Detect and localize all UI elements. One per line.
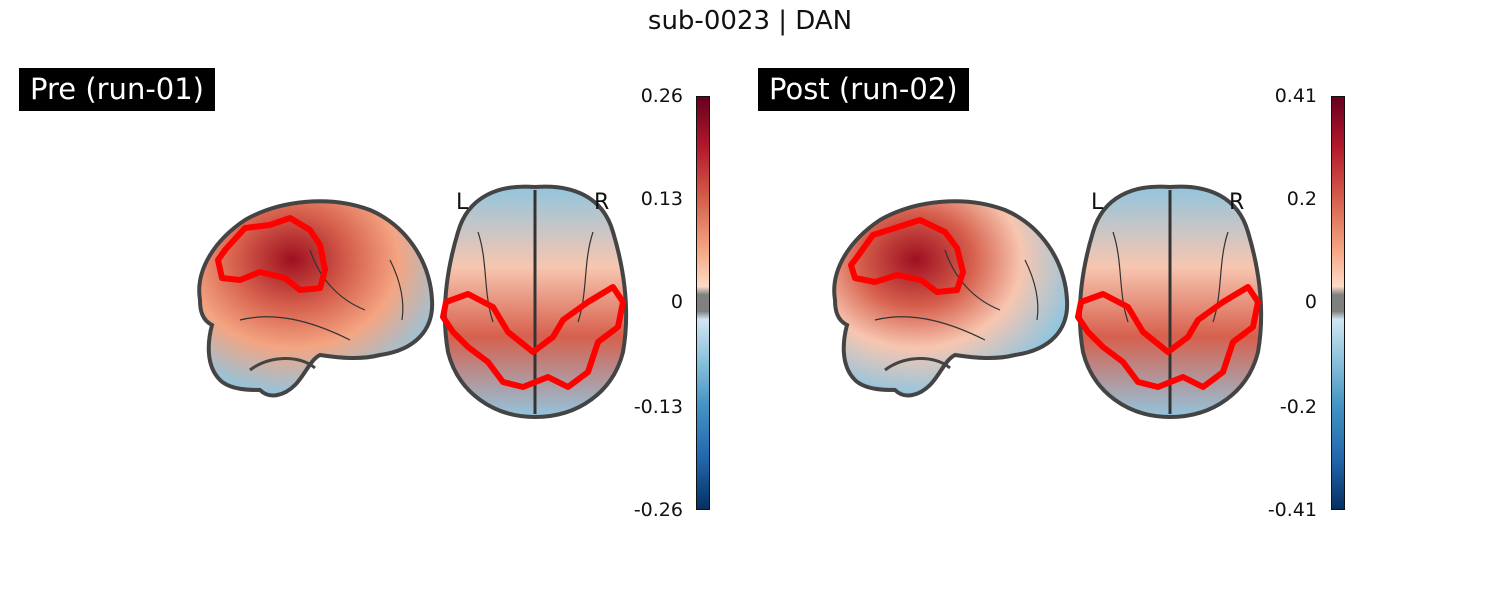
- colorbar-tick-mid-low: -0.2: [1279, 396, 1317, 418]
- colorbar-tick-zero: 0: [1304, 291, 1317, 313]
- left-orientation-label: L: [1091, 190, 1104, 215]
- colorbar-tick-max: 0.41: [1274, 85, 1317, 107]
- colorbar: [696, 96, 710, 510]
- roi-outline: [215, 215, 328, 293]
- colorbar: [1331, 96, 1345, 510]
- panel-label: Post (run-02): [758, 68, 969, 111]
- colorbar-tick-min: -0.26: [633, 499, 683, 521]
- colorbar-tick-mid-high: 0.2: [1286, 188, 1317, 210]
- roi-outline: [848, 217, 966, 295]
- roi-outline: [1075, 284, 1261, 390]
- panel-label: Pre (run-01): [19, 68, 215, 111]
- figure-title: sub-0023 | DAN: [647, 6, 853, 36]
- sagittal-brain-map: [197, 199, 435, 398]
- colorbar-tick-mid-high: 0.13: [640, 188, 683, 210]
- colorbar-tick-mid-low: -0.13: [633, 396, 683, 418]
- axial-brain-map: [1075, 184, 1264, 420]
- roi-outline: [440, 284, 626, 390]
- right-orientation-label: R: [594, 190, 610, 215]
- colorbar-tick-min: -0.41: [1267, 499, 1317, 521]
- sagittal-outline: [197, 199, 435, 398]
- colorbar-tick-max: 0.26: [640, 85, 683, 107]
- axial-brain-map: [440, 184, 629, 420]
- pre-panel: Pre (run-01): [19, 68, 710, 521]
- right-orientation-label: R: [1229, 190, 1245, 215]
- colorbar-tick-zero: 0: [670, 291, 683, 313]
- left-orientation-label: L: [456, 190, 469, 215]
- sagittal-brain-map: [832, 199, 1070, 398]
- sagittal-outline: [832, 199, 1070, 398]
